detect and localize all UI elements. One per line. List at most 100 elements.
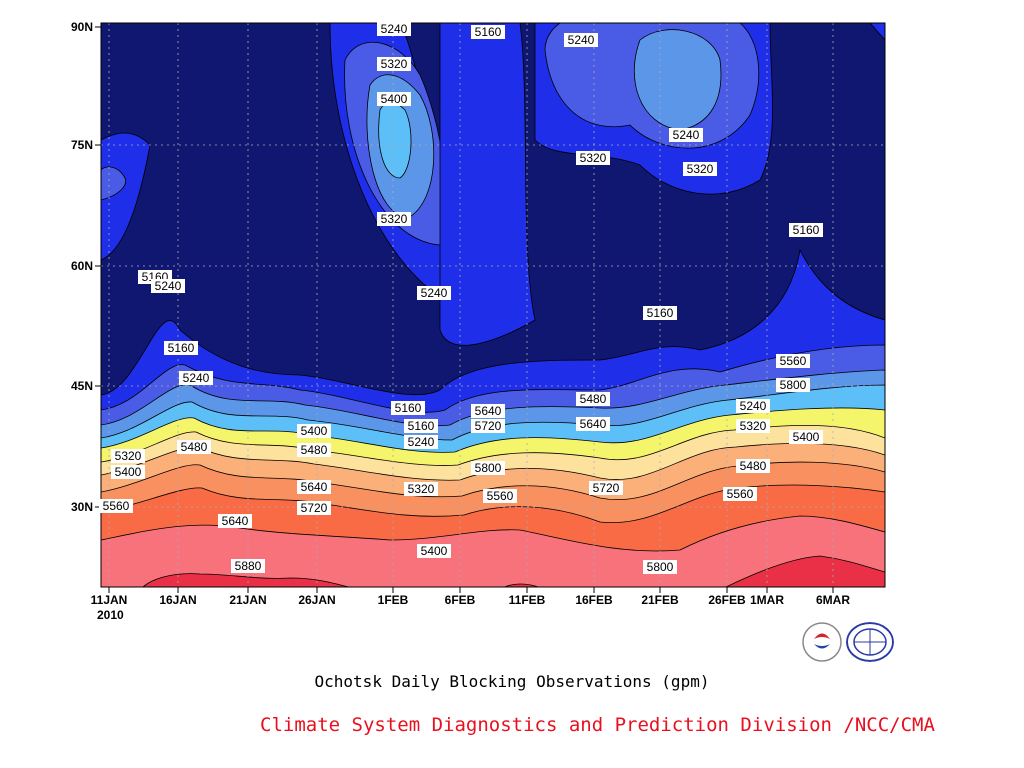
x-tick-label: 1MAR: [750, 593, 784, 607]
contour-label: 5160: [475, 25, 502, 39]
contour-label: 5400: [301, 424, 328, 438]
contour-label: 5560: [487, 489, 514, 503]
contour-label: 5320: [408, 482, 435, 496]
contour-label: 5160: [408, 419, 435, 433]
contour-label-box: [218, 514, 252, 528]
contour-label-box: [576, 151, 610, 165]
x-tick-label: 26JAN: [298, 593, 335, 607]
contour-label-box: [231, 559, 265, 573]
contour-label: 5240: [381, 22, 408, 36]
contour-label-box: [377, 22, 411, 36]
contour-label-box: [297, 501, 331, 515]
contour-label: 5640: [222, 514, 249, 528]
contour-label-box: [151, 279, 185, 293]
y-axis: 30N 45N 60N 75N 90N: [71, 20, 101, 514]
contour-label-box: [736, 399, 770, 413]
contour-label-box: [404, 482, 438, 496]
contour-label-box: [179, 371, 213, 385]
contour-label: 5320: [740, 419, 767, 433]
contour-label-box: [164, 341, 198, 355]
contour-label-box: [736, 419, 770, 433]
bcc-logo: [802, 622, 842, 662]
y-tick-label: 60N: [71, 259, 93, 273]
contour-label: 5240: [673, 128, 700, 142]
contour-label-box: [471, 404, 505, 418]
contour-label-box: [471, 419, 505, 433]
y-tick-label: 45N: [71, 379, 93, 393]
contour-band: [869, 23, 885, 41]
contour-label-box: [669, 128, 703, 142]
x-tick-label: 21JAN: [229, 593, 266, 607]
contour-label: 5160: [647, 306, 674, 320]
contour-label: 5240: [421, 286, 448, 300]
contour-label: 5320: [580, 151, 607, 165]
contour-label: 5320: [115, 449, 142, 463]
contour-label: 5480: [181, 440, 208, 454]
contour-label-box: [111, 465, 145, 479]
credit-line: Climate System Diagnostics and Predictio…: [260, 714, 935, 736]
contour-label: 5320: [381, 212, 408, 226]
contour-label-box: [643, 306, 677, 320]
grid-lines: [101, 23, 885, 587]
contour-band: [633, 29, 722, 131]
contour-label: 5720: [475, 419, 502, 433]
contour-label-box: [589, 481, 623, 495]
contour-label: 5240: [408, 435, 435, 449]
contour-label: 5320: [687, 162, 714, 176]
contour-label: 5400: [793, 430, 820, 444]
contour-label: 5560: [727, 487, 754, 501]
contour-labels: 5240 5320 5400 5320 5240 5160 5240 5320 5160 5240…: [99, 22, 823, 574]
contour-label: 5720: [301, 501, 328, 515]
contour-label-box: [789, 430, 823, 444]
contour-label-box: [789, 223, 823, 237]
contour-label-box: [643, 560, 677, 574]
contour-label: 5560: [103, 499, 130, 513]
contour-label: 5240: [155, 279, 182, 293]
contour-label-box: [111, 449, 145, 463]
contour-label-box: [471, 461, 505, 475]
contour-label: 5480: [740, 459, 767, 473]
x-tick-label: 11FEB: [509, 593, 546, 607]
contour-label-box: [483, 489, 517, 503]
contour-band: [142, 555, 885, 587]
contour-label: 5160: [395, 401, 422, 415]
contour-label: 5560: [780, 354, 807, 368]
contour-label-box: [377, 57, 411, 71]
contour-label: 5240: [568, 33, 595, 47]
contour-label-box: [404, 419, 438, 433]
contour-band: [101, 515, 885, 587]
contour-label: 5640: [580, 417, 607, 431]
contour-label: 5640: [475, 404, 502, 418]
ncc-logo: [846, 622, 894, 662]
contour-label-box: [776, 354, 810, 368]
x-tick-label: 21FEB: [641, 593, 679, 607]
contour-label-box: [177, 440, 211, 454]
x-axis: 11JAN 16JAN 21JAN 26JAN 1FEB 6FEB 11FEB 16FEB 21…: [91, 587, 850, 622]
x-tick-label: 6FEB: [445, 593, 476, 607]
x-tick-label: 16FEB: [575, 593, 613, 607]
contour-label-box: [471, 25, 505, 39]
x-tick-label: 1FEB: [378, 593, 409, 607]
contour-label: 5160: [168, 341, 195, 355]
contour-label-box: [377, 92, 411, 106]
chart-title: Ochotsk Daily Blocking Observations (gpm…: [314, 672, 710, 691]
contour-label-box: [576, 392, 610, 406]
contour-label: 5320: [381, 57, 408, 71]
contour-label: 5800: [475, 461, 502, 475]
contour-label: 5480: [301, 443, 328, 457]
x-tick-label: 11JAN: [91, 593, 128, 607]
contour-band: [439, 23, 536, 346]
contour-label-box: [683, 162, 717, 176]
contour-label: 5400: [381, 92, 408, 106]
contour-label-box: [417, 544, 451, 558]
contour-label: 5880: [235, 559, 262, 573]
contour-label: 5640: [301, 480, 328, 494]
contour-label-box: [99, 499, 133, 513]
contour-label-box: [776, 378, 810, 392]
contour-label: 5400: [115, 465, 142, 479]
contour-band: [101, 132, 151, 261]
contour-label-box: [417, 286, 451, 300]
contour-label: 5240: [740, 399, 767, 413]
contour-label: 5400: [421, 544, 448, 558]
